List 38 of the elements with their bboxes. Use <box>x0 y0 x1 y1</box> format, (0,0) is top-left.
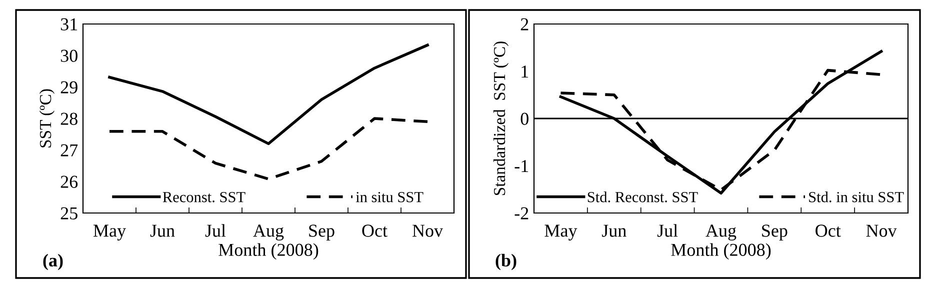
x-tick-label: Aug <box>706 224 736 240</box>
x-tick-label: May <box>93 224 126 240</box>
line-series <box>108 44 429 146</box>
line-series <box>108 117 429 180</box>
legend-label: Std. Reconst. SST <box>588 192 698 202</box>
x-tick-label: Oct <box>816 224 841 237</box>
legend-label: Std. in situ SST <box>809 192 904 202</box>
x-tick-label: Nov <box>412 224 444 237</box>
x-tick-label: Sep <box>309 224 334 240</box>
x-tick-label: Jun <box>602 224 626 237</box>
y-axis-title: Standardized SST (ºC) <box>493 42 509 196</box>
x-axis-title: Month (2008) <box>671 243 771 260</box>
y-tick-label: 2 <box>520 18 528 30</box>
y-tick-label: 0 <box>520 112 528 125</box>
y-tick-label: 26 <box>60 176 78 188</box>
y-tick-label: 1 <box>522 66 528 78</box>
x-tick-label: May <box>544 224 578 240</box>
y-tick-label: 30 <box>60 50 78 62</box>
x-axis-title: Month (2008) <box>218 243 318 260</box>
y-tick-label: 27 <box>60 144 78 156</box>
x-tick-label: Nov <box>866 224 897 237</box>
legend-label: in situ SST <box>356 192 424 202</box>
y-tick-label: 29 <box>60 81 78 94</box>
text: (b) <box>496 254 516 270</box>
x-tick-label: Oct <box>362 224 388 237</box>
x-tick-label: Jul <box>657 224 678 237</box>
y-tick-label: -2 <box>514 207 528 220</box>
y-tick-label: -1 <box>514 160 528 172</box>
y-tick-label: 28 <box>60 112 78 125</box>
y-axis-title: SST (ºC) <box>39 89 55 148</box>
y-tick-label: 25 <box>60 207 78 220</box>
x-tick-label: Sep <box>762 224 788 240</box>
x-tick-label: Jul <box>205 224 226 237</box>
x-tick-label: Aug <box>253 224 284 240</box>
text: (a) <box>43 254 63 270</box>
x-tick-label: Jun <box>150 224 175 237</box>
legend-label: Reconst. SST <box>162 192 246 202</box>
y-tick-label: 31 <box>60 18 78 30</box>
